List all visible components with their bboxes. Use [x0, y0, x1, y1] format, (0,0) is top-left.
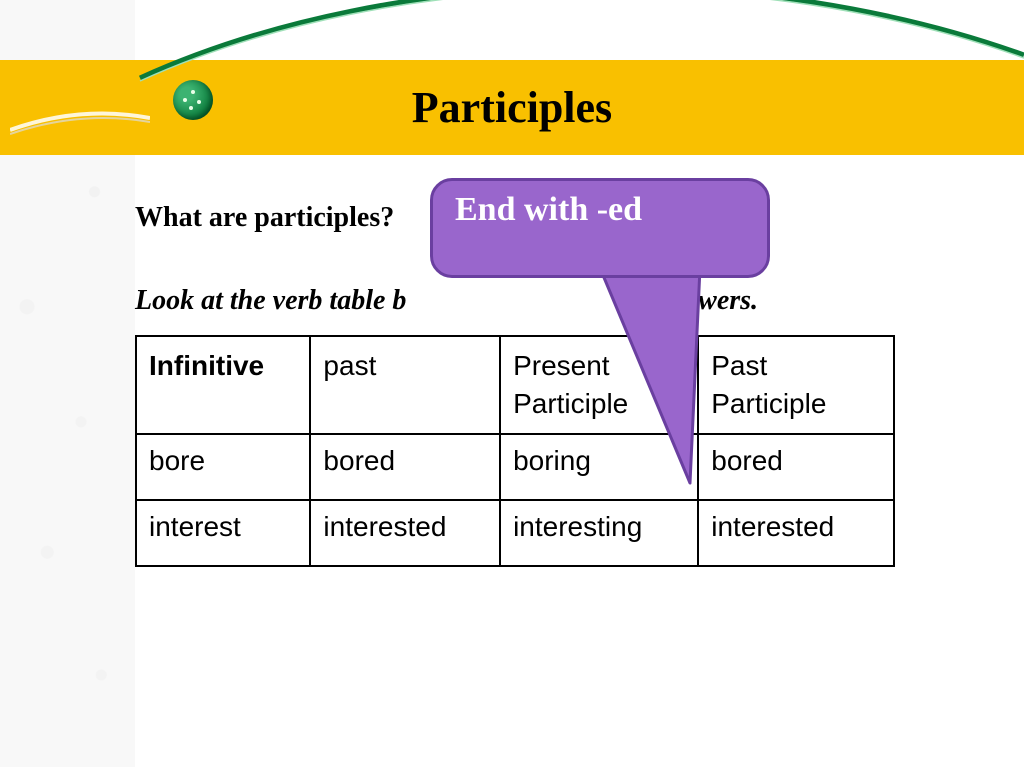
instruction-text: Look at the verb table below and find ou… — [135, 285, 758, 317]
cell: bore — [136, 434, 310, 500]
callout-bubble: End with -ed — [430, 178, 770, 278]
cell: interested — [310, 500, 500, 566]
col-header-infinitive: Infinitive — [136, 336, 310, 434]
col-header-present-participle: PresentParticiple — [500, 336, 698, 434]
cell: bored — [310, 434, 500, 500]
table-header-row: Infinitive past PresentParticiple PastPa… — [136, 336, 894, 434]
slide-title: Participles — [412, 82, 612, 133]
bullet-ornament — [173, 80, 213, 120]
col-header-past: past — [310, 336, 500, 434]
cell: boring — [500, 434, 698, 500]
table-row: bore bored boring bored — [136, 434, 894, 500]
col-header-present-participle-text: PresentParticiple — [513, 347, 628, 423]
cell: interest — [136, 500, 310, 566]
table-row: interest interested interesting interest… — [136, 500, 894, 566]
cell: bored — [698, 434, 894, 500]
instruction-right-fragment: nswers. — [672, 285, 758, 316]
verb-table: Infinitive past PresentParticiple PastPa… — [135, 335, 895, 567]
callout-text: End with -ed — [455, 191, 642, 229]
col-header-past-participle-text: PastParticiple — [711, 347, 826, 423]
col-header-past-participle: PastParticiple — [698, 336, 894, 434]
cell: interesting — [500, 500, 698, 566]
cell: interested — [698, 500, 894, 566]
instruction-left-fragment: Look at the verb table b — [135, 285, 406, 316]
title-banner: Participles — [0, 60, 1024, 155]
question-text: What are participles? — [135, 202, 394, 234]
